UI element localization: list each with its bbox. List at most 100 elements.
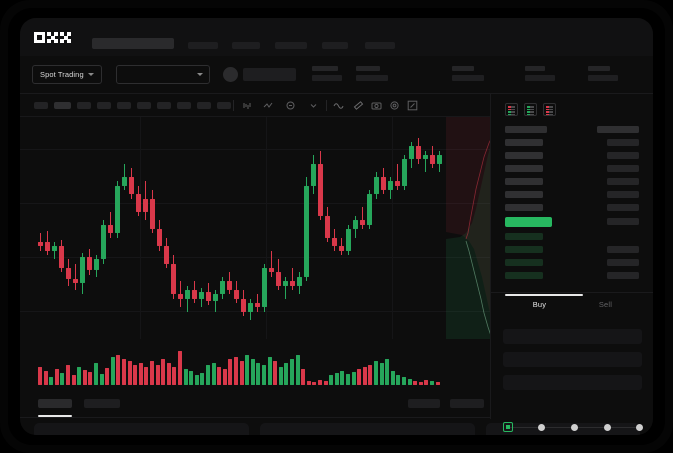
timeframe-10[interactable] bbox=[217, 102, 231, 109]
orderbook-last-price[interactable] bbox=[505, 217, 552, 227]
search-input[interactable] bbox=[92, 38, 174, 49]
ruler-icon[interactable] bbox=[353, 100, 364, 111]
timeframe-1[interactable] bbox=[34, 102, 48, 109]
volume-bar bbox=[323, 381, 328, 385]
timeframe-8[interactable] bbox=[177, 102, 191, 109]
step-5[interactable] bbox=[636, 423, 643, 431]
timeframe-7[interactable] bbox=[157, 102, 171, 109]
order-amount-field[interactable] bbox=[503, 352, 642, 367]
nav-item-3[interactable] bbox=[275, 42, 307, 49]
timeframe-6[interactable] bbox=[137, 102, 151, 109]
nav-item-4[interactable] bbox=[322, 42, 348, 49]
spot-trading-selector[interactable]: Spot Trading bbox=[32, 65, 102, 84]
candle-wick bbox=[271, 250, 272, 277]
bottom-action-2[interactable] bbox=[450, 399, 484, 408]
bottom-tab-2[interactable] bbox=[84, 399, 120, 408]
volume-bar bbox=[82, 370, 87, 385]
ask-row-price[interactable] bbox=[505, 152, 543, 159]
candle-body bbox=[59, 246, 64, 269]
volume-bar bbox=[267, 357, 272, 385]
bid-row-price[interactable] bbox=[505, 246, 543, 253]
candle-body bbox=[38, 242, 43, 247]
nav-item-5[interactable] bbox=[365, 42, 395, 49]
candle-body bbox=[353, 220, 358, 229]
volume-bar bbox=[172, 367, 177, 385]
device-bezel: Spot Trading bbox=[8, 8, 665, 445]
nav-item-2[interactable] bbox=[232, 42, 260, 49]
tab-buy[interactable]: Buy bbox=[532, 300, 547, 309]
step-1[interactable] bbox=[503, 422, 513, 432]
bottom-action-1[interactable] bbox=[408, 399, 440, 408]
volume-histogram bbox=[20, 339, 490, 391]
step-4[interactable] bbox=[604, 423, 611, 431]
orderbook-mode-both[interactable] bbox=[505, 103, 518, 116]
settings-gear-icon[interactable] bbox=[389, 100, 400, 111]
candle-body bbox=[395, 181, 400, 186]
volume-bar bbox=[105, 368, 110, 385]
volume-bar bbox=[49, 377, 54, 385]
bottom-tab-bar bbox=[20, 391, 490, 418]
ask-row-price[interactable] bbox=[505, 165, 543, 172]
timeframe-5[interactable] bbox=[117, 102, 131, 109]
ask-row-price[interactable] bbox=[505, 204, 543, 211]
volume-bar bbox=[77, 367, 82, 385]
candle-body bbox=[157, 229, 162, 247]
ask-row-price[interactable] bbox=[505, 178, 543, 185]
step-2[interactable] bbox=[538, 423, 545, 431]
candlestick-chart-icon[interactable] bbox=[242, 100, 253, 111]
candle-body bbox=[122, 176, 127, 186]
candle-body bbox=[248, 302, 253, 312]
ask-row-amount bbox=[607, 178, 639, 185]
orderbook-mode-buy[interactable] bbox=[524, 103, 537, 116]
candle-body bbox=[374, 176, 379, 195]
amount-percent-stepper[interactable] bbox=[503, 422, 643, 432]
order-price-field[interactable] bbox=[503, 329, 642, 344]
bottom-panel-1[interactable] bbox=[34, 423, 249, 435]
candlestick-chart[interactable] bbox=[20, 117, 490, 339]
trading-pair-select[interactable] bbox=[116, 65, 210, 84]
candle-wick bbox=[75, 263, 76, 290]
chevron-down-icon bbox=[87, 73, 94, 76]
timeframe-4[interactable] bbox=[97, 102, 111, 109]
order-total-field[interactable] bbox=[503, 375, 642, 390]
stat-label bbox=[452, 66, 474, 71]
volume-bar bbox=[150, 361, 154, 385]
ask-row-amount bbox=[607, 139, 639, 146]
bottom-panel-2[interactable] bbox=[260, 423, 475, 435]
fullscreen-icon[interactable] bbox=[407, 100, 418, 111]
wave-icon[interactable] bbox=[333, 100, 344, 111]
timeframe-2[interactable] bbox=[54, 102, 71, 109]
ask-row-price[interactable] bbox=[505, 191, 543, 198]
bid-row-price[interactable] bbox=[505, 272, 543, 279]
bid-row-price[interactable] bbox=[505, 259, 543, 266]
candle-body bbox=[199, 292, 204, 299]
step-3[interactable] bbox=[571, 423, 578, 431]
candle-body bbox=[346, 229, 351, 251]
candle-body bbox=[213, 294, 218, 301]
tab-sell[interactable]: Sell bbox=[598, 300, 613, 309]
indicator-icon[interactable] bbox=[285, 100, 296, 111]
bottom-panel-3[interactable] bbox=[486, 423, 640, 435]
app-screen: Spot Trading bbox=[20, 18, 653, 435]
timeframe-9[interactable] bbox=[197, 102, 211, 109]
volume-bar bbox=[43, 371, 48, 385]
volume-bar bbox=[418, 382, 423, 385]
line-chart-icon[interactable] bbox=[263, 100, 274, 111]
volume-bar bbox=[284, 363, 289, 385]
candle-wick bbox=[425, 150, 426, 173]
chevron-down-icon[interactable] bbox=[308, 100, 319, 111]
candle-body bbox=[185, 289, 190, 299]
volume-bar bbox=[116, 355, 121, 385]
candle-body bbox=[388, 181, 393, 190]
orderbook-mode-sell[interactable] bbox=[543, 103, 556, 116]
stat-value bbox=[588, 75, 618, 81]
ask-row-price[interactable] bbox=[505, 139, 543, 146]
volume-bar bbox=[351, 372, 356, 385]
timeframe-3[interactable] bbox=[77, 102, 91, 109]
volume-bar bbox=[217, 367, 222, 385]
bid-row-price[interactable] bbox=[505, 233, 543, 240]
camera-icon[interactable] bbox=[371, 100, 382, 111]
okx-logo[interactable] bbox=[34, 32, 71, 43]
nav-item-1[interactable] bbox=[188, 42, 218, 49]
bottom-tab-1[interactable] bbox=[38, 399, 72, 408]
